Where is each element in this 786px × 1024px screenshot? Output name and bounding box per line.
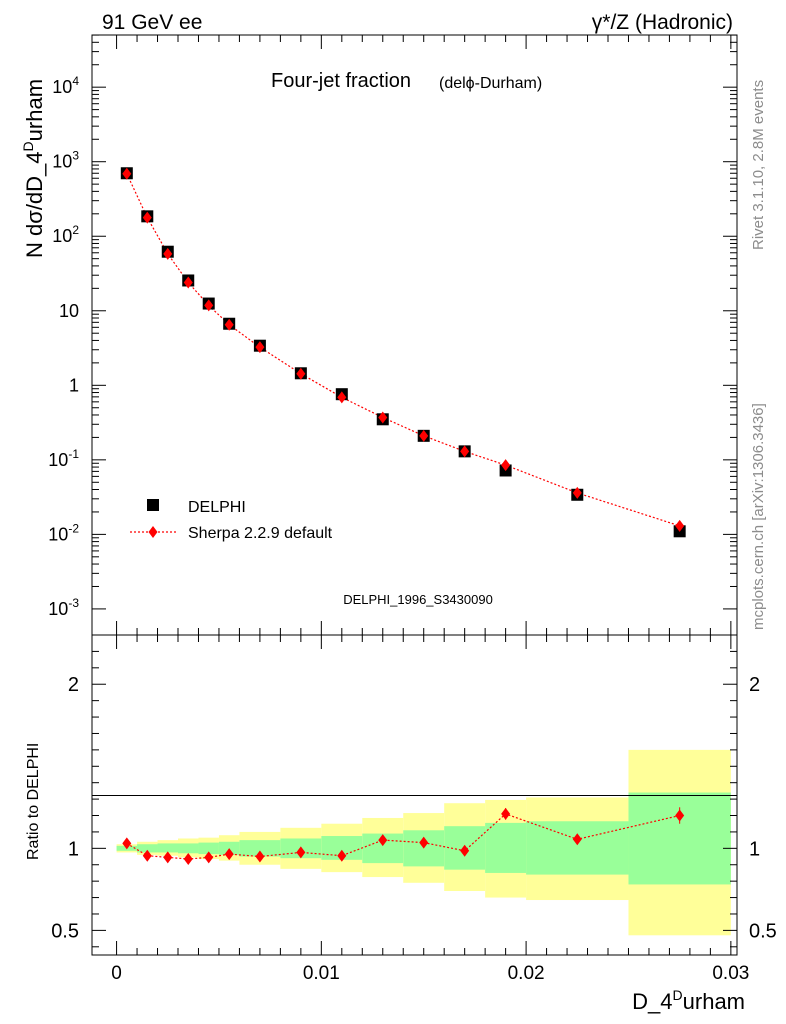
ratio-plot-frame <box>91 634 738 956</box>
y-tick-label: 10-2 <box>48 521 79 544</box>
legend-data-marker <box>147 499 159 511</box>
analysis-id-watermark: DELPHI_1996_S3430090 <box>343 592 493 607</box>
ratio-mc-point <box>572 833 582 846</box>
rivet-version-label: Rivet 3.1.10, 2.8M events <box>750 80 767 250</box>
main-plot-frame <box>91 34 738 636</box>
legend: DELPHI Sherpa 2.2.9 default <box>130 499 333 542</box>
ratio-mc-points <box>122 807 685 865</box>
main-y-axis-ticks <box>92 34 737 635</box>
mc-point <box>255 341 265 354</box>
ratio-y-tick-label-left: 1 <box>68 838 79 860</box>
x-tick-label: 0.02 <box>508 963 545 984</box>
legend-data-label: DELPHI <box>188 499 246 516</box>
ratio-y-axis-title: Ratio to DELPHI <box>25 743 42 860</box>
mc-curve <box>126 173 680 527</box>
mcplots-source-label: mcplots.cern.ch [arXiv:1306.3436] <box>750 403 767 630</box>
mc-point <box>163 247 173 260</box>
x-tick-label: 0.01 <box>303 963 340 984</box>
y-tick-label: 10-3 <box>48 596 79 619</box>
mc-point <box>675 519 685 532</box>
uncertainty-bands <box>116 749 731 936</box>
ratio-mc-point <box>142 849 152 862</box>
mc-point <box>337 391 347 404</box>
header-energy-label: 91 GeV ee <box>102 11 202 34</box>
inner-band-bin <box>485 822 527 873</box>
ratio-y-tick-label-right: 2 <box>749 674 760 696</box>
y-tick-label: 10 <box>59 301 79 321</box>
data-points <box>120 167 686 538</box>
x-tick-label: 0 <box>111 963 122 984</box>
mc-line <box>126 173 680 527</box>
main-y-axis-title: N dσ/dD_4Durham <box>20 79 47 258</box>
main-y-axis-labels: 10-3 10-2 10-1 1 10 102 103 104 <box>48 74 79 619</box>
mc-point <box>501 459 511 472</box>
inner-band-bin <box>178 843 199 854</box>
mc-point <box>183 276 193 289</box>
y-tick-label: 103 <box>52 149 79 172</box>
y-tick-label: 1 <box>69 375 79 395</box>
y-tick-label: 104 <box>52 74 79 97</box>
ratio-mc-point <box>163 851 173 864</box>
mc-point <box>296 367 306 380</box>
mc-point <box>572 486 582 499</box>
ratio-y-axis-labels: 0.5 0.5 1 1 2 2 <box>51 674 777 942</box>
x-axis-title: D_4Durham <box>632 987 745 1014</box>
inner-band-bin <box>526 821 629 875</box>
ratio-mc-point <box>501 807 511 820</box>
ratio-mc-point <box>255 850 265 863</box>
ratio-mc-point <box>378 834 388 847</box>
header-process-label: γ*/Z (Hadronic) <box>592 11 733 34</box>
ratio-mc-point <box>460 844 470 857</box>
ratio-mc-point <box>337 849 347 862</box>
ratio-y-tick-label-left: 0.5 <box>51 920 79 942</box>
main-plot-panel: 10-3 10-2 10-1 1 10 102 103 104 N dσ/dD_4Durham… <box>20 34 738 636</box>
x-axis-labels: 0 0.01 0.02 0.03 <box>111 963 749 984</box>
ratio-mc-point <box>204 851 214 864</box>
y-tick-label: 102 <box>52 223 79 246</box>
y-tick-label: 10-1 <box>48 447 79 470</box>
mc-point <box>460 445 470 458</box>
plot-title: Four-jet fraction <box>271 70 411 92</box>
ratio-mc-point <box>224 848 234 861</box>
ratio-axis-ticks <box>92 634 737 955</box>
ratio-mc-point <box>122 837 132 850</box>
mc-point <box>378 411 388 424</box>
ratio-y-tick-label-left: 2 <box>68 674 79 696</box>
ratio-plot-panel: 0.5 0.5 1 1 2 2 0 0.01 0.02 0.03 Ratio to DELPHI… <box>25 634 777 1014</box>
mc-point <box>142 211 152 224</box>
mc-point <box>204 299 214 312</box>
mc-points <box>122 167 685 532</box>
inner-band-bin <box>137 844 158 853</box>
inner-band-bin <box>239 840 281 857</box>
mc-point <box>224 318 234 331</box>
inner-band-bin <box>321 836 363 860</box>
legend-mc-marker <box>148 526 158 538</box>
legend-mc-label: Sherpa 2.2.9 default <box>188 525 333 542</box>
inner-band-bin <box>628 792 731 885</box>
plot-subtitle: (delϕ-Durham) <box>439 75 542 92</box>
ratio-mc-point <box>183 853 193 865</box>
ratio-mc-point <box>296 846 306 859</box>
mc-point <box>122 167 132 180</box>
ratio-y-tick-label-right: 0.5 <box>749 920 777 942</box>
inner-band-bin <box>157 843 178 853</box>
inner-band-bin <box>198 842 219 855</box>
x-tick-label: 0.03 <box>712 963 749 984</box>
ratio-mc-point <box>419 836 429 849</box>
ratio-y-tick-label-right: 1 <box>749 838 760 860</box>
ratio-mc-point <box>675 809 685 822</box>
mc-point <box>419 429 429 442</box>
